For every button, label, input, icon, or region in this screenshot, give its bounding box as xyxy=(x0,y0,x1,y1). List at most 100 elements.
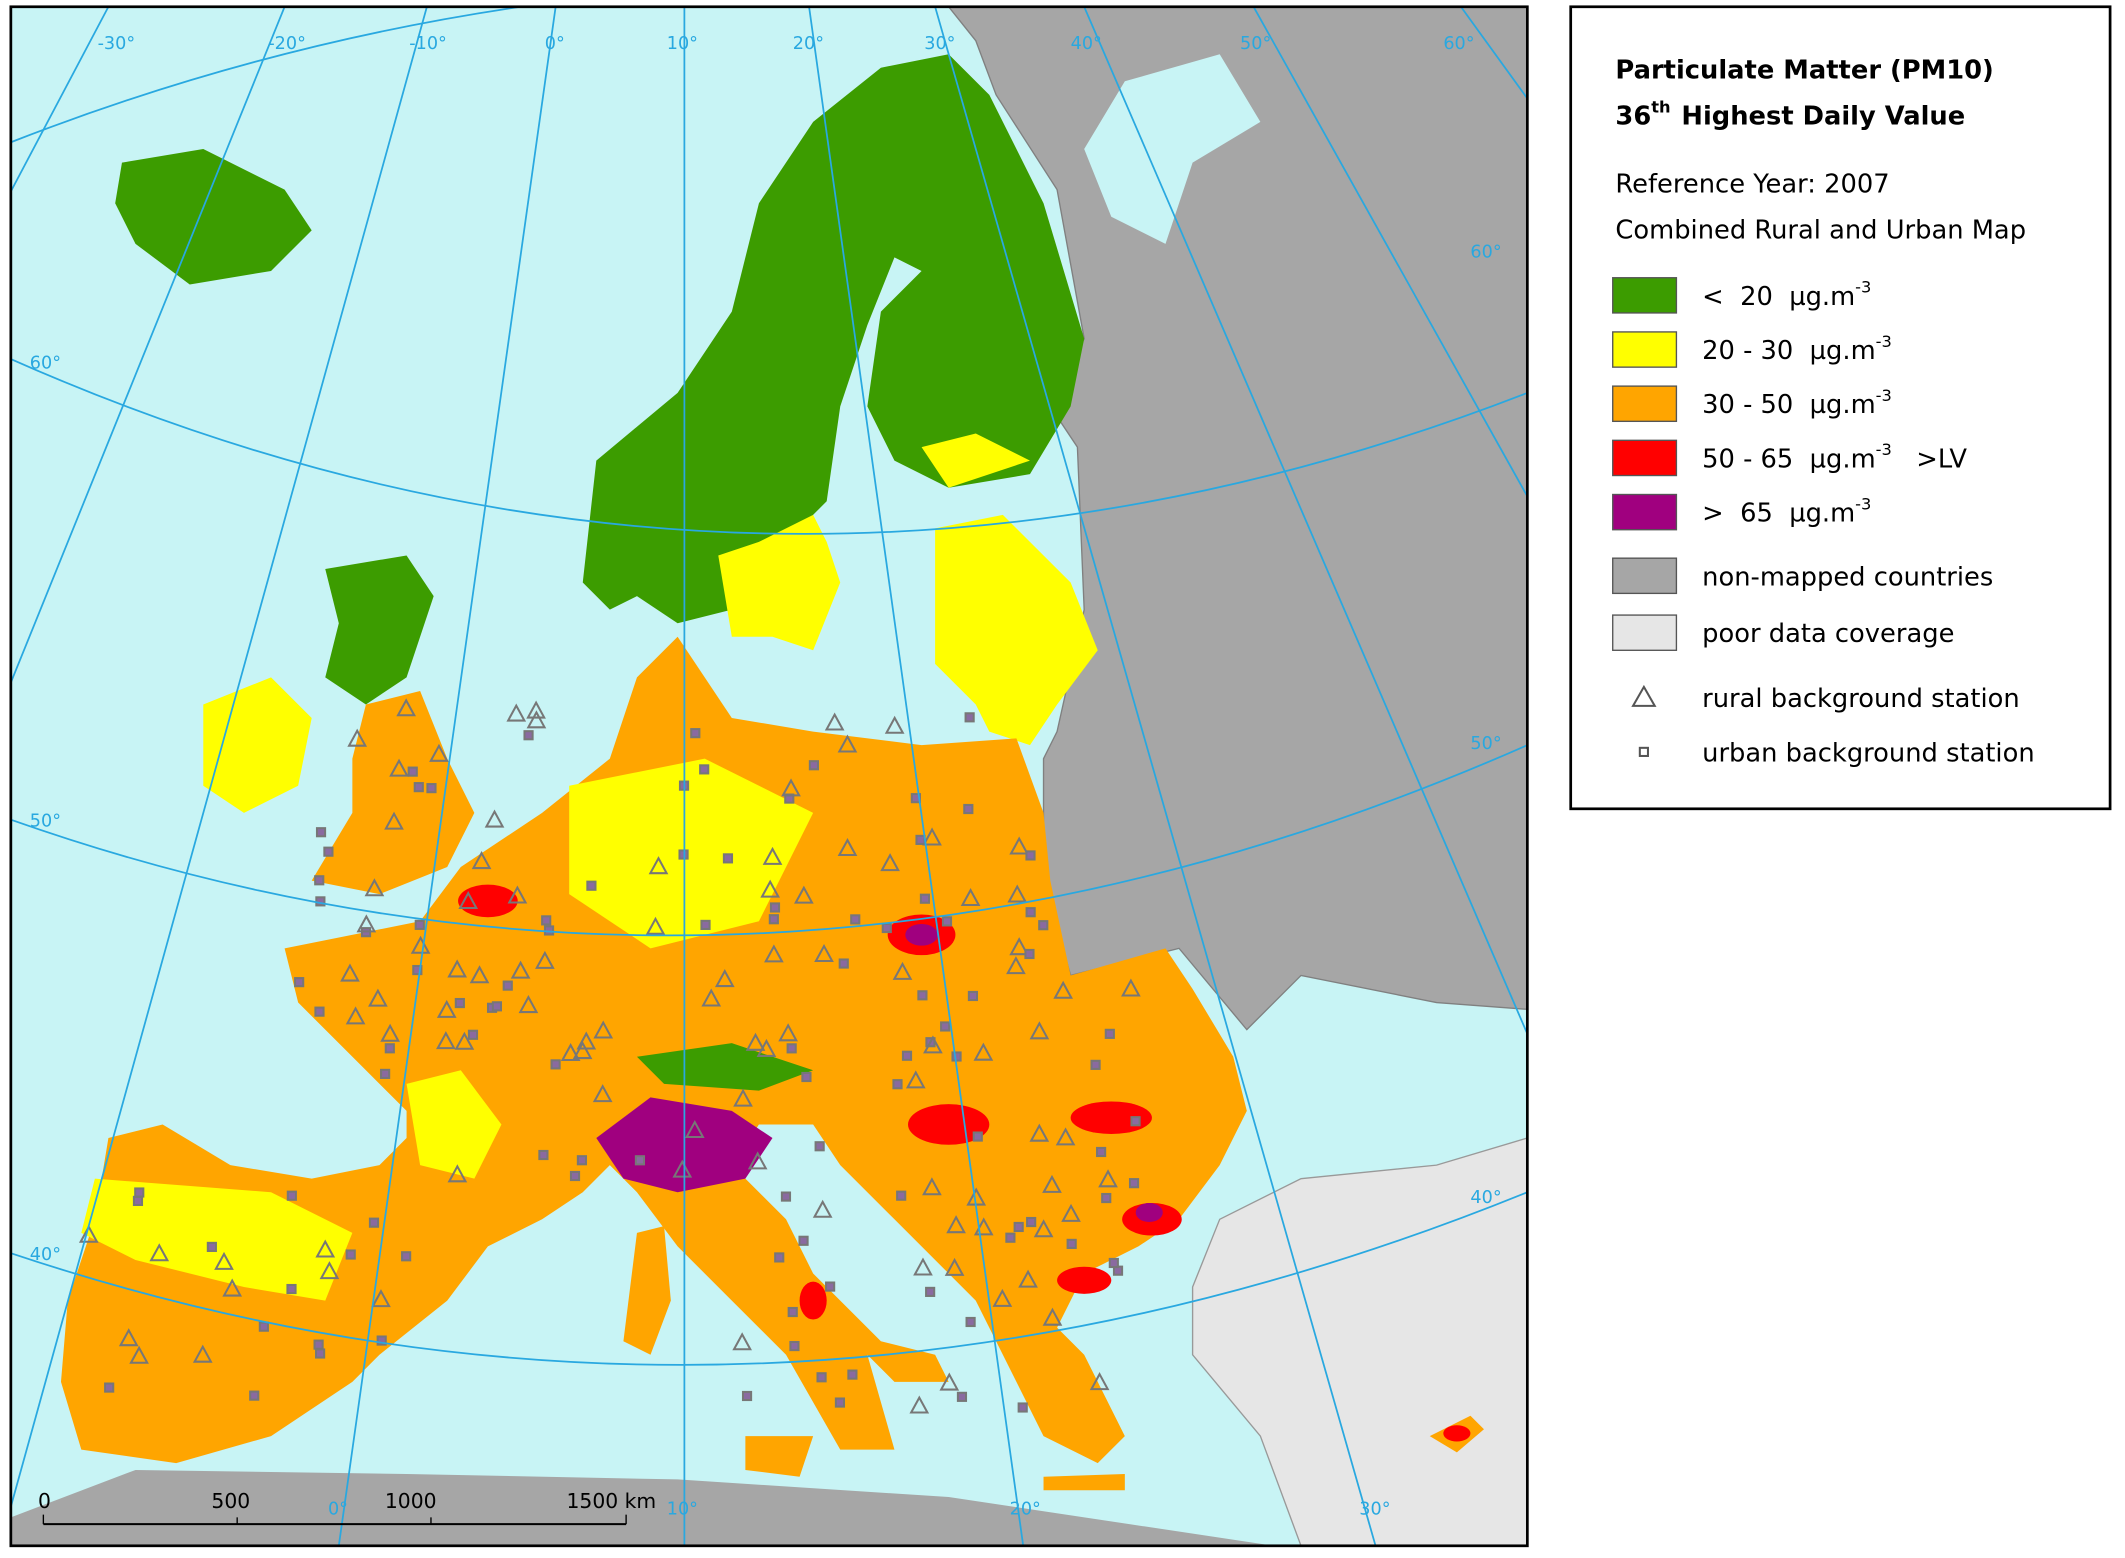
station-symbol xyxy=(484,809,505,828)
lon-label: 40° xyxy=(1071,34,1102,54)
station-symbol xyxy=(892,961,913,980)
station-symbol xyxy=(286,1190,297,1201)
station-symbol xyxy=(319,1261,340,1280)
station-symbol xyxy=(774,1252,785,1263)
station-symbol xyxy=(543,925,555,936)
station-symbol xyxy=(345,1249,356,1260)
scale-label: 0 xyxy=(38,1489,51,1513)
legend-label-text: non-mapped countries xyxy=(1702,562,1993,592)
station-symbol xyxy=(965,1316,976,1328)
station-symbol xyxy=(222,1278,243,1297)
station-symbol xyxy=(294,977,305,988)
station-symbol xyxy=(1029,1123,1050,1142)
station-symbol xyxy=(944,1257,965,1276)
station-symbol xyxy=(467,1029,479,1040)
station-symbol xyxy=(808,760,819,771)
station-symbol xyxy=(518,995,539,1014)
station-symbol xyxy=(972,1131,983,1142)
station-symbol xyxy=(502,980,513,991)
station-symbol xyxy=(550,1059,561,1070)
legend-label-sup: -3 xyxy=(1855,278,1871,297)
station-symbol xyxy=(376,1335,387,1346)
legend-label-text: 30 - 50 µg.m xyxy=(1702,390,1875,420)
station-symbol xyxy=(634,1155,646,1166)
station-symbol xyxy=(507,885,528,904)
station-symbol xyxy=(347,728,368,747)
station-symbol xyxy=(454,1031,475,1050)
station-symbol xyxy=(881,922,892,934)
station-symbol xyxy=(132,1195,144,1207)
non-mapped-region xyxy=(947,6,1528,1031)
lon-label: 20° xyxy=(1010,1500,1041,1520)
station-symbol xyxy=(741,1390,753,1402)
crete xyxy=(1043,1474,1125,1491)
parallel xyxy=(10,6,1220,144)
station-symbol xyxy=(915,834,926,845)
station-symbol xyxy=(917,990,928,1001)
station-symbol xyxy=(1090,1059,1101,1070)
station-symbol xyxy=(896,1190,907,1201)
station-symbol xyxy=(745,1032,766,1051)
station-symbol xyxy=(286,1283,297,1295)
station-symbol xyxy=(592,1084,613,1103)
station-symbol xyxy=(684,1119,705,1138)
station-symbol xyxy=(789,1340,800,1352)
station-symbol xyxy=(1007,884,1028,903)
lon-label: 10° xyxy=(667,1500,698,1520)
station-symbol xyxy=(780,1191,792,1202)
legend-label-text: 20 - 30 µg.m xyxy=(1702,336,1875,366)
stations xyxy=(78,698,1141,1414)
station-symbol xyxy=(648,856,669,875)
station-symbol xyxy=(506,703,527,722)
lon-label: 0° xyxy=(545,34,565,54)
lon-label: -20° xyxy=(268,34,306,54)
lon-label: 50° xyxy=(1240,34,1271,54)
station-symbol xyxy=(1042,1307,1063,1326)
station-symbol xyxy=(129,1345,149,1364)
station-symbol xyxy=(523,730,534,741)
station-symbol xyxy=(672,1159,693,1178)
france-yellow xyxy=(406,1070,502,1179)
map-frame xyxy=(9,5,1529,1548)
station-symbol xyxy=(396,698,416,717)
station-symbol xyxy=(118,1328,139,1347)
parallel xyxy=(10,358,1528,535)
legend-label: poor data coverage xyxy=(1702,619,1954,649)
legend-swatch xyxy=(1612,331,1678,368)
red-area xyxy=(1443,1425,1471,1442)
station-symbol xyxy=(905,1070,926,1089)
legend-label-text: > 65 µg.m xyxy=(1702,499,1855,529)
legend-symbol xyxy=(1631,684,1657,707)
station-symbol xyxy=(407,766,418,777)
parallel xyxy=(10,1191,1528,1366)
station-symbol xyxy=(1024,948,1035,960)
station-symbol xyxy=(838,958,849,969)
subtitle-text: Highest Daily Value xyxy=(1681,102,1965,132)
station-symbol xyxy=(1055,1127,1076,1146)
station-symbol xyxy=(922,1177,942,1196)
station-symbol xyxy=(909,1395,930,1414)
station-symbol xyxy=(1038,920,1049,931)
station-symbol xyxy=(956,1391,968,1402)
station-symbol xyxy=(892,1079,903,1090)
station-symbol xyxy=(847,1369,858,1380)
station-symbol xyxy=(834,1397,846,1408)
purple-area xyxy=(1135,1203,1163,1223)
station-symbol xyxy=(410,935,431,954)
corsica-sardinia xyxy=(623,1226,671,1355)
station-symbol xyxy=(787,1306,798,1318)
station-symbol xyxy=(812,1199,833,1218)
legend-label-text: < 20 µg.m xyxy=(1702,282,1855,312)
lat-label: 50° xyxy=(30,811,61,831)
station-symbol xyxy=(884,715,905,734)
station-symbol xyxy=(786,1043,797,1054)
station-symbol xyxy=(1121,978,1141,997)
station-symbol xyxy=(593,1020,614,1039)
iceland xyxy=(115,149,312,285)
station-symbol xyxy=(368,988,388,1007)
station-symbol xyxy=(1033,1219,1054,1238)
station-symbol xyxy=(384,811,404,830)
legend-note: >LV xyxy=(1916,444,1967,474)
station-symbol xyxy=(426,783,437,794)
